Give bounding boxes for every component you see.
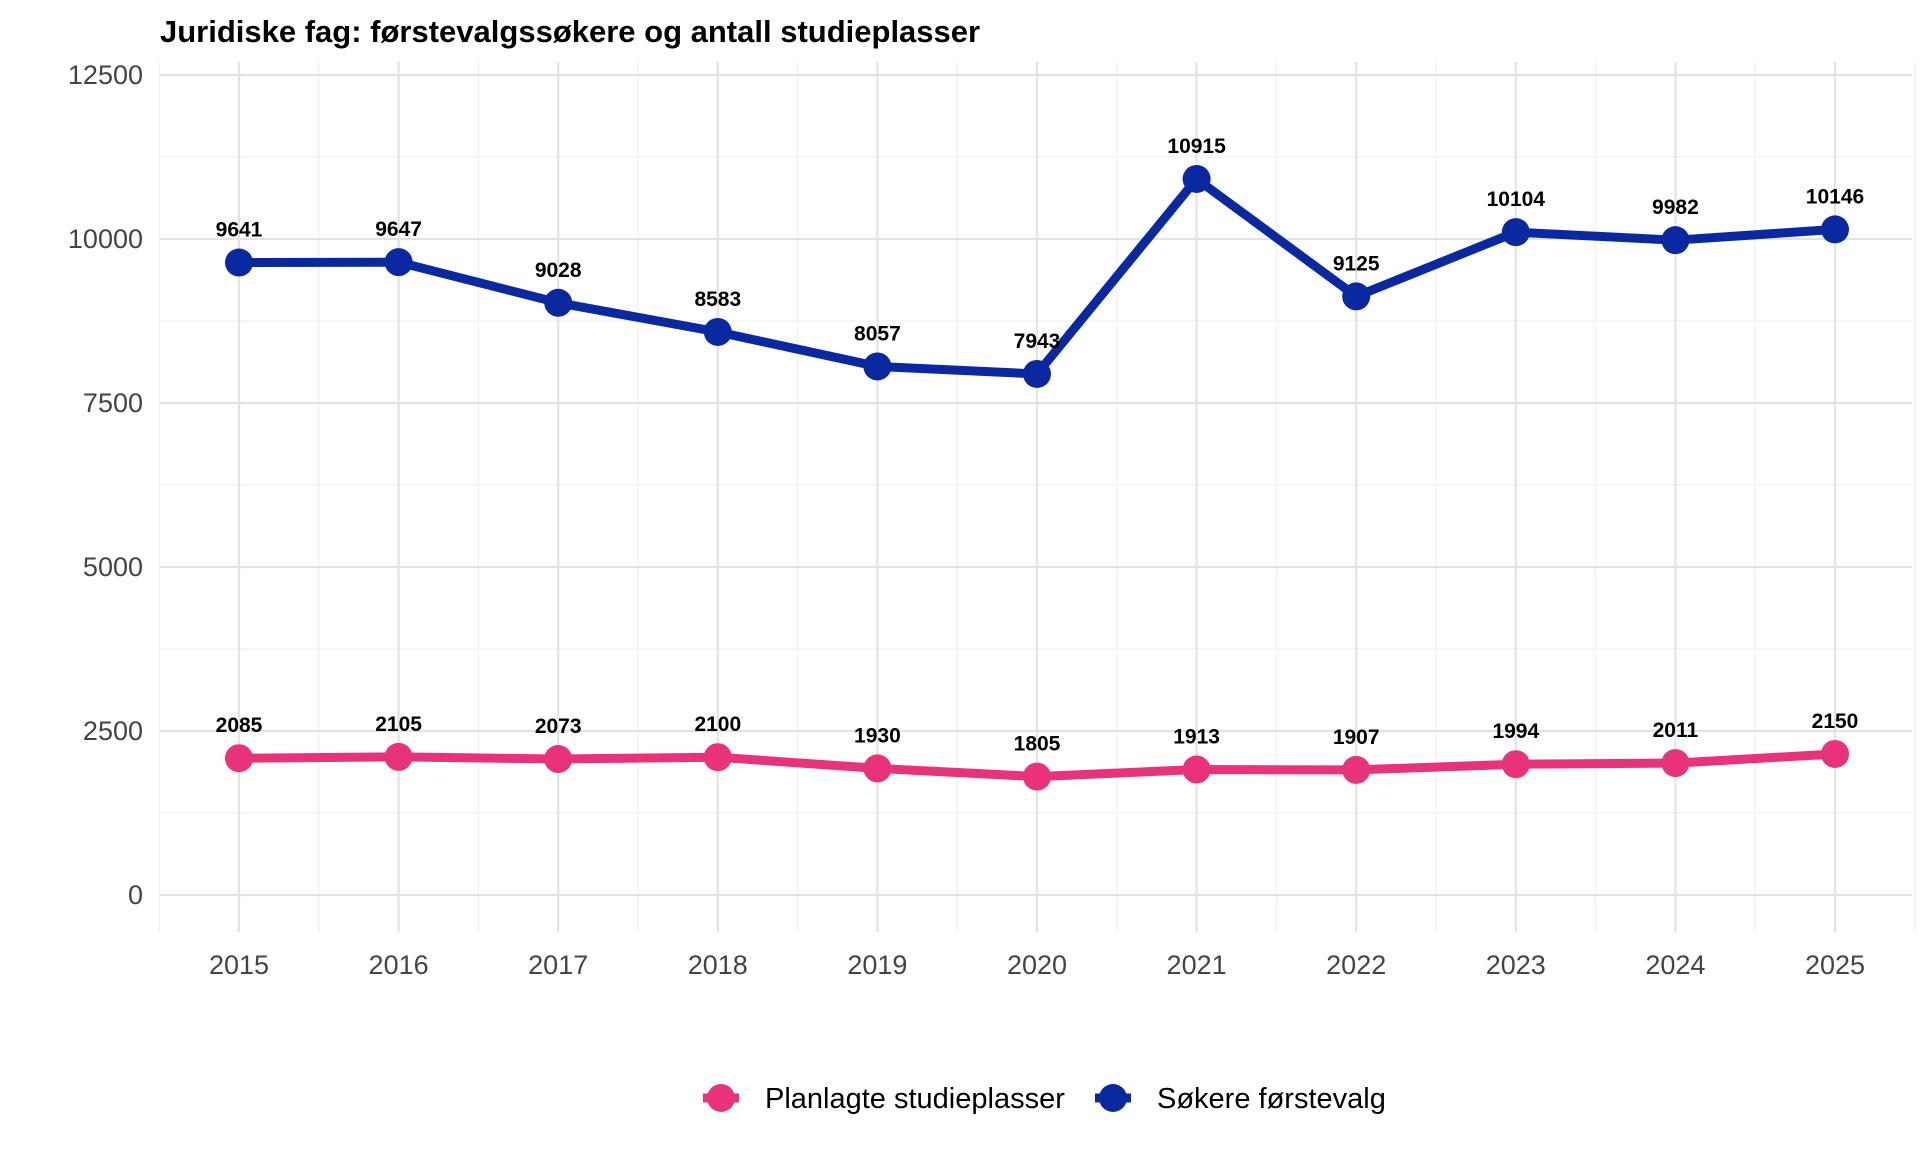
data-label: 10915 [1167, 135, 1226, 158]
data-point [1023, 359, 1051, 388]
data-label: 10104 [1487, 188, 1546, 211]
legend-label: Søkere førstevalg [1157, 1083, 1386, 1115]
y-tick-label: 10000 [68, 224, 143, 254]
data-label: 1994 [1492, 720, 1539, 743]
y-tick-label: 0 [128, 880, 143, 910]
data-point [1661, 749, 1690, 778]
x-tick-label: 2023 [1486, 950, 1546, 980]
legend-label: Planlagte studieplasser [765, 1083, 1065, 1115]
x-tick-label: 2017 [528, 950, 588, 980]
data-point [384, 742, 413, 771]
data-point [1501, 750, 1530, 779]
data-label: 1907 [1333, 726, 1380, 749]
data-label: 7943 [1014, 330, 1061, 353]
legend-key-point [1099, 1084, 1127, 1112]
data-point [1342, 282, 1371, 311]
data-label: 2105 [375, 713, 422, 736]
data-point [544, 745, 573, 774]
y-tick-label: 7500 [83, 388, 143, 418]
data-label: 2150 [1812, 710, 1859, 733]
x-tick-label: 2022 [1326, 950, 1386, 980]
data-point [1023, 762, 1051, 791]
data-label: 9647 [375, 218, 422, 241]
legend: Planlagte studieplasser Søkere førstevalg [703, 1083, 1386, 1115]
chart-title: Juridiske fag: førstevalgssøkere og anta… [160, 14, 980, 49]
y-axis: 0 2500 5000 7500 10000 12500 [68, 60, 143, 910]
data-point [225, 744, 253, 773]
x-tick-label: 2021 [1167, 950, 1227, 980]
x-tick-label: 2025 [1805, 950, 1865, 980]
series-layer [225, 164, 1849, 791]
y-tick-label: 2500 [83, 716, 143, 746]
x-tick-label: 2016 [369, 950, 429, 980]
data-label: 1930 [854, 724, 901, 747]
data-point [1821, 739, 1849, 768]
x-axis: 2015 2016 2017 2018 2019 2020 2021 2022 2023 2024… [209, 950, 1865, 980]
data-point [1342, 755, 1371, 784]
data-label: 9028 [535, 259, 582, 282]
y-tick-label: 5000 [83, 552, 143, 582]
data-point [703, 317, 732, 346]
x-tick-label: 2015 [209, 950, 269, 980]
data-point [1501, 218, 1530, 247]
data-label: 1805 [1014, 733, 1061, 756]
x-tick-label: 2020 [1007, 950, 1067, 980]
data-point [1821, 215, 1849, 244]
data-point [225, 248, 253, 277]
major-gridlines [160, 62, 1912, 932]
data-label: 9641 [216, 219, 263, 242]
x-tick-label: 2018 [688, 950, 748, 980]
data-label: 9125 [1333, 252, 1380, 275]
data-label: 8583 [694, 288, 741, 311]
data-point [1182, 164, 1211, 193]
data-label: 2085 [216, 714, 263, 737]
data-point [1182, 755, 1211, 784]
y-tick-label: 12500 [68, 60, 143, 90]
data-labels: 2085 2105 2073 2100 1930 1805 1913 1907 1994 2011… [216, 135, 1865, 756]
data-label: 2011 [1653, 719, 1699, 742]
data-point [863, 754, 892, 783]
data-label: 2100 [694, 713, 741, 736]
data-label: 10146 [1806, 185, 1864, 208]
data-point [384, 248, 413, 277]
data-point [703, 743, 732, 772]
data-label: 2073 [535, 715, 582, 738]
data-point [863, 352, 892, 381]
x-tick-label: 2024 [1645, 950, 1705, 980]
data-label: 8057 [854, 322, 901, 345]
legend-key-point [707, 1084, 735, 1112]
data-point [544, 288, 573, 317]
x-tick-label: 2019 [847, 950, 907, 980]
data-point [1661, 226, 1690, 255]
data-label: 1913 [1173, 726, 1220, 749]
data-label: 9982 [1652, 196, 1699, 219]
